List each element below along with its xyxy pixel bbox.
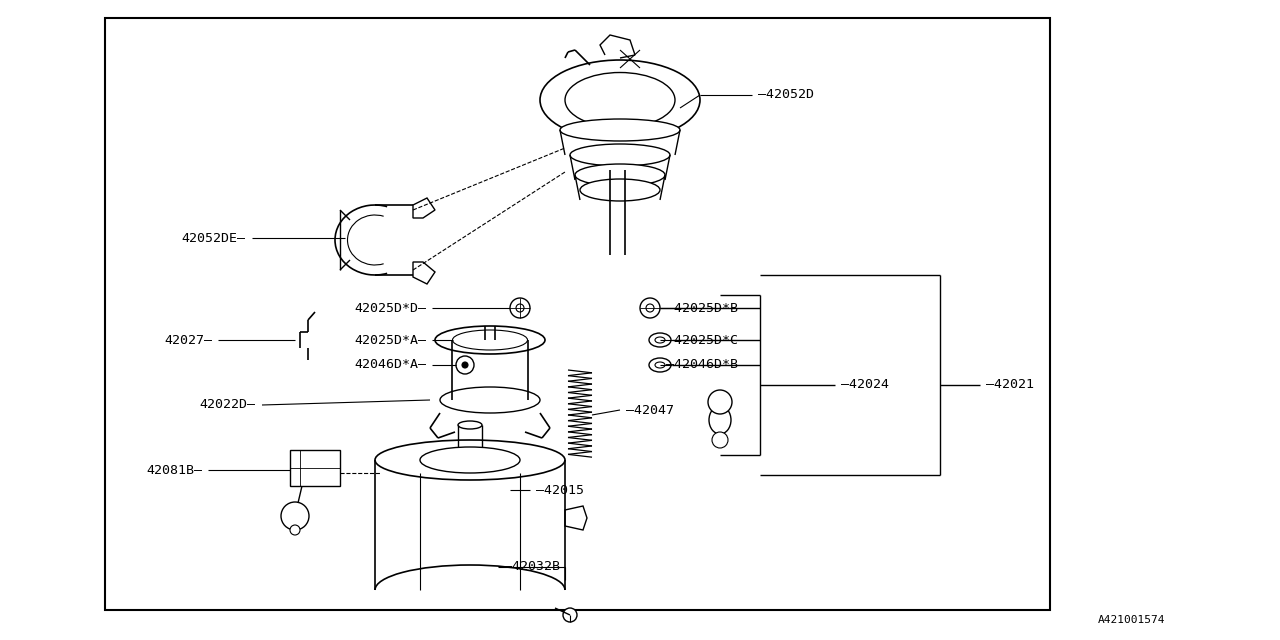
Circle shape: [456, 356, 474, 374]
Circle shape: [516, 304, 524, 312]
Text: —42047: —42047: [626, 403, 675, 417]
Text: —42024: —42024: [841, 378, 890, 392]
Ellipse shape: [580, 179, 660, 201]
Ellipse shape: [453, 330, 527, 350]
Text: —42032B: —42032B: [504, 561, 561, 573]
Ellipse shape: [561, 119, 680, 141]
Bar: [291, 450, 340, 486]
Text: 42025D*D—: 42025D*D—: [355, 301, 426, 314]
Circle shape: [282, 502, 308, 530]
Circle shape: [640, 298, 660, 318]
Ellipse shape: [655, 337, 666, 343]
Ellipse shape: [649, 333, 671, 347]
Polygon shape: [413, 262, 435, 284]
Ellipse shape: [460, 337, 470, 343]
Ellipse shape: [540, 60, 700, 140]
Circle shape: [509, 298, 530, 318]
Text: —42025D*B: —42025D*B: [666, 301, 739, 314]
Text: 42027—: 42027—: [164, 333, 212, 346]
Polygon shape: [600, 35, 635, 58]
Circle shape: [462, 362, 468, 368]
Ellipse shape: [649, 358, 671, 372]
Text: —42015: —42015: [536, 483, 584, 497]
Ellipse shape: [655, 362, 666, 368]
Text: 42081B—: 42081B—: [146, 463, 202, 477]
Circle shape: [563, 608, 577, 622]
Ellipse shape: [452, 390, 529, 410]
Text: 42046D*A—: 42046D*A—: [355, 358, 426, 371]
Ellipse shape: [375, 440, 564, 480]
Ellipse shape: [712, 432, 728, 448]
Text: 42025D*A—: 42025D*A—: [355, 333, 426, 346]
Ellipse shape: [435, 326, 545, 354]
Circle shape: [646, 304, 654, 312]
Text: A421001574: A421001574: [1097, 615, 1165, 625]
Polygon shape: [413, 198, 435, 218]
Ellipse shape: [420, 447, 520, 473]
Ellipse shape: [440, 387, 540, 413]
Text: —42052D: —42052D: [758, 88, 814, 102]
Text: 42022D—: 42022D—: [198, 399, 255, 412]
Ellipse shape: [575, 164, 666, 186]
Circle shape: [291, 525, 300, 535]
Text: —42046D*B: —42046D*B: [666, 358, 739, 371]
Ellipse shape: [564, 72, 675, 127]
Bar: [105, 18, 1050, 610]
Ellipse shape: [570, 144, 669, 166]
Ellipse shape: [458, 421, 483, 429]
Polygon shape: [564, 506, 588, 530]
Text: —42021: —42021: [986, 378, 1034, 392]
Ellipse shape: [709, 406, 731, 434]
Ellipse shape: [454, 333, 476, 347]
Circle shape: [708, 390, 732, 414]
Text: 42052DE—: 42052DE—: [180, 232, 244, 244]
Text: —42025D*C: —42025D*C: [666, 333, 739, 346]
